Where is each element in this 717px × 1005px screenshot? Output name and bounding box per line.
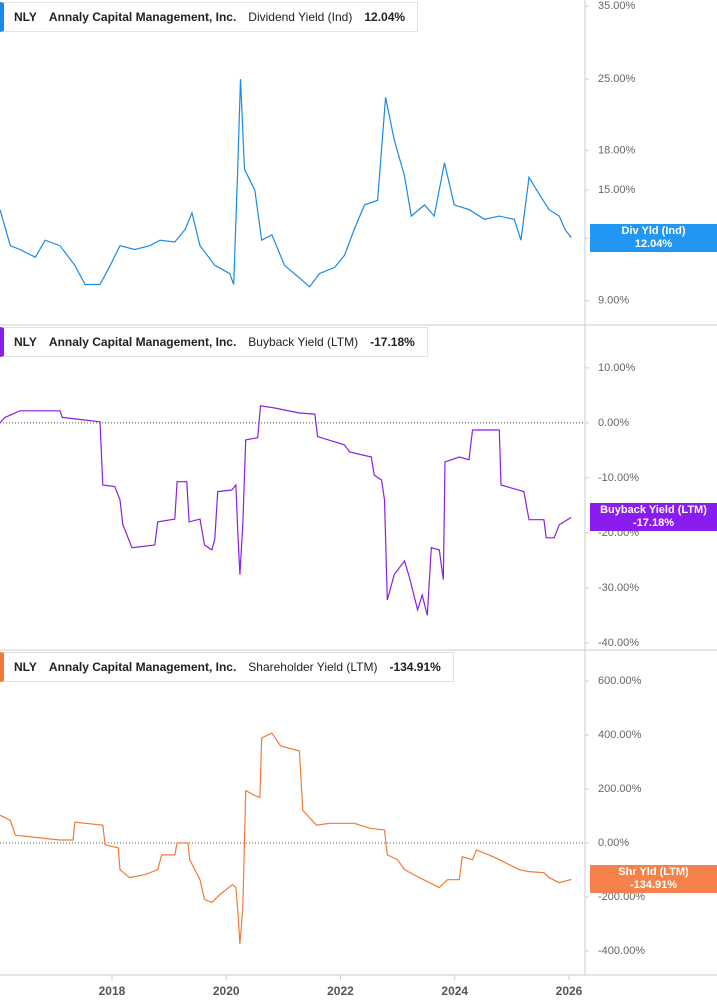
y-tick-label: 35.00%	[598, 0, 636, 12]
y-tick-label: -400.00%	[598, 945, 645, 957]
y-tick-label: -40.00%	[598, 637, 639, 649]
badge-value: -134.91%	[629, 879, 678, 892]
ticker: NLY	[14, 335, 37, 349]
company-name: Annaly Capital Management, Inc.	[48, 10, 237, 24]
series-name: Buyback Yield (LTM)	[248, 335, 359, 349]
value-badge: Buyback Yield (LTM) -17.18%	[590, 503, 717, 532]
y-tick-label: 400.00%	[598, 729, 642, 741]
y-tick-label: -10.00%	[598, 472, 639, 484]
value-badge: Shr Yld (LTM) -134.91%	[590, 865, 717, 894]
legend-header: NLY Annaly Capital Management, Inc. Shareh…	[0, 652, 454, 682]
y-tick-label: 0.00%	[598, 417, 629, 429]
badge-value: -17.18%	[633, 517, 674, 530]
y-tick-label: 9.00%	[598, 295, 629, 307]
ticker: NLY	[14, 10, 37, 24]
current-value: -134.91%	[389, 660, 441, 674]
badge-label: Div Yld (Ind)	[621, 224, 686, 237]
x-tick-label: 2020	[213, 984, 240, 998]
y-tick-label: -30.00%	[598, 582, 639, 594]
current-value: -17.18%	[370, 335, 415, 349]
x-tick-label: 2024	[441, 984, 468, 998]
badge-label: Buyback Yield (LTM)	[600, 504, 707, 517]
y-tick-label: 0.00%	[598, 837, 629, 849]
y-tick-label: 200.00%	[598, 783, 642, 795]
company-name: Annaly Capital Management, Inc.	[48, 660, 237, 674]
y-tick-label: 25.00%	[598, 73, 636, 85]
ticker: NLY	[14, 660, 37, 674]
current-value: 12.04%	[364, 10, 406, 24]
line-series	[0, 79, 572, 288]
company-name: Annaly Capital Management, Inc.	[48, 335, 237, 349]
y-tick-label: -200.00%	[598, 891, 645, 903]
line-series	[0, 405, 572, 616]
x-tick-label: 2022	[327, 984, 354, 998]
badge-label: Shr Yld (LTM)	[618, 866, 689, 879]
badge-value: 12.04%	[634, 237, 673, 250]
legend-header: NLY Annaly Capital Management, Inc. Divide…	[0, 2, 419, 32]
y-tick-label: 18.00%	[598, 144, 636, 156]
legend-header: NLY Annaly Capital Management, Inc. Buybac…	[0, 327, 428, 357]
line-series	[0, 732, 572, 945]
x-tick-label: 2018	[99, 984, 126, 998]
series-name: Dividend Yield (Ind)	[248, 10, 353, 24]
y-tick-label: 600.00%	[598, 675, 642, 687]
x-tick-label: 2026	[556, 984, 583, 998]
y-tick-label: 15.00%	[598, 184, 636, 196]
series-name: Shareholder Yield (LTM)	[248, 660, 378, 674]
value-badge: Div Yld (Ind) 12.04%	[590, 223, 717, 252]
y-tick-label: 10.00%	[598, 362, 636, 374]
